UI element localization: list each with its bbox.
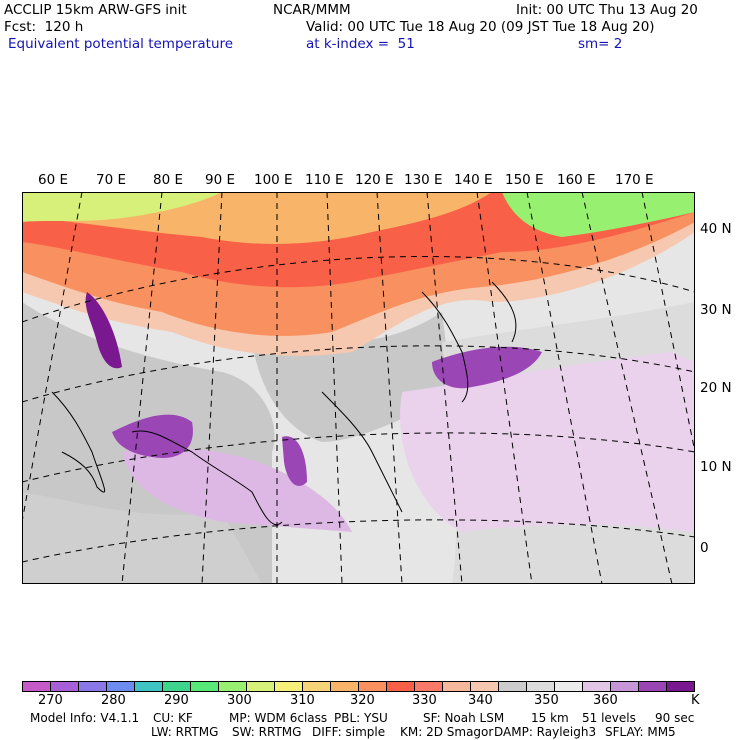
field-region-lilac: [400, 352, 695, 532]
lon-label: 80 E: [153, 172, 183, 188]
footer-item: 51 levels: [582, 711, 636, 725]
field-core-purple: [282, 436, 307, 486]
footer-item: PBL: YSU: [334, 711, 388, 725]
lon-label: 140 E: [454, 172, 493, 188]
field-region-yellow-green: [22, 192, 222, 222]
footer-item: SF: Noah LSM: [423, 711, 505, 725]
level-label: at k-index = 51: [306, 36, 415, 52]
smoothing-label: sm= 2: [578, 36, 623, 52]
footer-item: Model Info: V4.1.1: [30, 711, 140, 725]
lat-label: 40 N: [700, 221, 732, 237]
colorbar: [22, 681, 695, 692]
field-region-lilac: [122, 448, 352, 532]
lon-label: 120 E: [355, 172, 394, 188]
colorbar-label: 310: [290, 693, 315, 708]
theta-e-map: [22, 192, 695, 584]
lon-label: 70 E: [96, 172, 126, 188]
colorbar-swatch: [611, 682, 639, 691]
lon-label: 170 E: [615, 172, 654, 188]
lon-label: 150 E: [505, 172, 544, 188]
colorbar-label: 270: [38, 693, 63, 708]
lon-label: 160 E: [557, 172, 596, 188]
field-core-purple: [85, 292, 122, 369]
field-name: Equivalent potential temperature: [8, 36, 234, 52]
colorbar-swatch: [191, 682, 219, 691]
colorbar-label: 280: [101, 693, 126, 708]
colorbar-swatch: [51, 682, 79, 691]
valid-time: Valid: 00 UTC Tue 18 Aug 20 (09 JST Tue …: [306, 19, 655, 35]
lon-label: 90 E: [205, 172, 235, 188]
field-core-purple: [112, 414, 193, 458]
colorbar-label: 340: [468, 693, 493, 708]
lat-label: 30 N: [700, 302, 732, 318]
colorbar-swatch: [639, 682, 667, 691]
colorbar-label: 350: [534, 693, 559, 708]
center-label: NCAR/MMM: [273, 2, 351, 18]
colorbar-swatch: [583, 682, 611, 691]
footer-item: KM: 2D Smagor: [400, 725, 494, 739]
colorbar-swatch: [107, 682, 135, 691]
footer-item: DAMP: Rayleigh3: [494, 725, 597, 739]
colorbar-swatch: [303, 682, 331, 691]
init-time: Init: 00 UTC Thu 13 Aug 20: [516, 2, 698, 18]
colorbar-swatch: [387, 682, 415, 691]
colorbar-swatch: [359, 682, 387, 691]
model-title: ACCLIP 15km ARW-GFS init: [4, 2, 187, 18]
colorbar-swatch: [555, 682, 583, 691]
colorbar-swatch: [499, 682, 527, 691]
colorbar-swatch: [667, 682, 694, 691]
footer-item: CU: KF: [153, 711, 193, 725]
colorbar-unit: K: [691, 693, 700, 708]
colorbar-label: 360: [593, 693, 618, 708]
colorbar-label: 290: [164, 693, 189, 708]
colorbar-swatch: [415, 682, 443, 691]
colorbar-swatch: [163, 682, 191, 691]
footer-item: 90 sec: [655, 711, 695, 725]
colorbar-swatch: [23, 682, 51, 691]
lat-label: 20 N: [700, 380, 732, 396]
field-core-purple: [432, 346, 542, 389]
lat-label: 10 N: [700, 459, 732, 475]
colorbar-swatch: [275, 682, 303, 691]
footer-item: MP: WDM 6class: [229, 711, 328, 725]
footer-item: 15 km: [531, 711, 569, 725]
colorbar-label: 330: [412, 693, 437, 708]
map-frame: [22, 192, 695, 584]
graticule: [22, 192, 695, 584]
colorbar-label: 320: [350, 693, 375, 708]
colorbar-swatch: [527, 682, 555, 691]
colorbar-swatch: [331, 682, 359, 691]
lat-label: 0: [700, 540, 709, 556]
colorbar-swatch: [247, 682, 275, 691]
footer-item: DIFF: simple: [312, 725, 386, 739]
colorbar-swatch: [79, 682, 107, 691]
colorbar-swatch: [219, 682, 247, 691]
colorbar-swatch: [135, 682, 163, 691]
lon-label: 100 E: [254, 172, 293, 188]
lon-label: 60 E: [38, 172, 68, 188]
footer-item: LW: RRTMG: [151, 725, 219, 739]
field-region-green: [502, 192, 695, 237]
colorbar-swatch: [471, 682, 499, 691]
coastlines: [51, 281, 517, 525]
lon-label: 110 E: [305, 172, 344, 188]
forecast-hour: Fcst: 120 h: [4, 19, 84, 35]
footer-item: SFLAY: MM5: [605, 725, 676, 739]
colorbar-swatch: [443, 682, 471, 691]
footer-item: SW: RRTMG: [232, 725, 302, 739]
colorbar-label: 300: [227, 693, 252, 708]
lon-label: 130 E: [404, 172, 443, 188]
